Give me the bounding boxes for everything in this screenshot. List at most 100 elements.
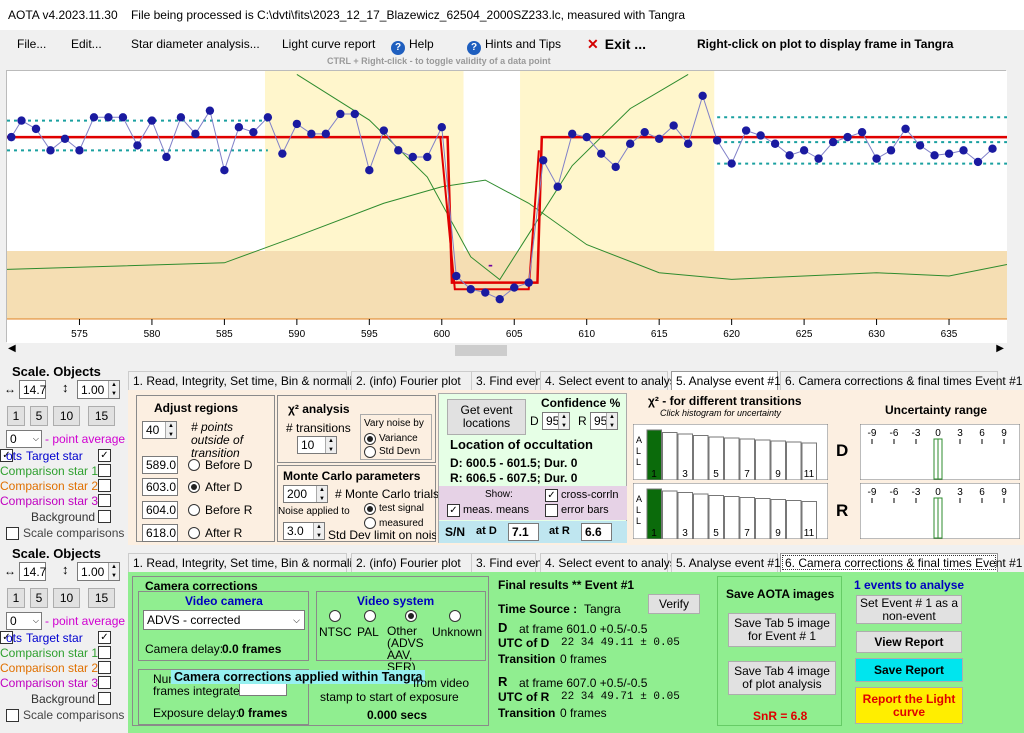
menu-star-diameter[interactable]: Star diameter analysis... [131,37,260,51]
scale-5-button-2[interactable]: 5 [30,588,48,608]
menu-exit[interactable]: ✕ Exit ... [587,36,646,53]
tab-fourier-2[interactable]: 2. (info) Fourier plot [351,553,484,572]
data-point-26 [379,126,389,135]
std-limit-input[interactable]: 3.0 ▲ ▼ [283,522,325,540]
window-title: AOTA v4.2023.11.30 File being processed … [8,8,686,22]
comp2-checkbox-2[interactable] [98,661,111,674]
region-input-before-d[interactable]: 589.0 [142,456,178,474]
set-non-event-button[interactable]: Set Event # 1 as a non-event [856,595,962,624]
meas-means-checkbox[interactable]: ✓ [447,504,460,517]
sn-r-value: 6.6 [581,523,612,541]
frames-integrated-input[interactable] [239,683,287,696]
data-point-44 [640,127,649,137]
ratio-input[interactable]: 1.00 ▲ ▼ [77,380,120,399]
background-checkbox-2[interactable] [98,692,111,705]
tab-camera-corrections[interactable]: 6. Camera corrections & final times Even… [780,371,1022,390]
radio-variance[interactable] [364,433,376,445]
comp1-checkbox[interactable] [98,464,111,477]
scale-1-button[interactable]: 1 [7,406,25,426]
comp1-checkbox-2[interactable] [98,646,111,659]
tab-select-event[interactable]: 4. Select event to analyse [540,371,682,390]
d-confidence-input[interactable]: 95 ▲ ▼ [542,412,570,430]
plot-canvas[interactable]: - 575 580 585 590 595 600 605 610 615 620 625 630 635 [6,71,1008,343]
menu-light-curve-report[interactable]: Light curve report [282,37,376,51]
radio-after-d[interactable] [188,481,200,493]
scale-comparisons-checkbox[interactable] [6,527,19,540]
region-input-after-d[interactable]: 603.0 [142,478,178,496]
background-checkbox[interactable] [98,510,111,523]
scale-15-button[interactable]: 15 [88,406,115,426]
menu-hints[interactable]: ? Hints and Tips [467,37,561,55]
radio-before-d[interactable] [188,459,200,471]
scale-10-button[interactable]: 10 [53,406,80,426]
menu-bar: File... Edit... Star diameter analysis..… [0,30,1024,70]
region-input-after-r[interactable]: 618.0 [142,524,178,542]
radio-other[interactable] [405,610,417,622]
scale-comparisons-checkbox-2[interactable] [6,709,19,722]
target-star-checkbox[interactable]: ✓ [98,449,111,462]
camera-select[interactable]: ADVS - corrected ⌵ [143,610,305,630]
scale-10-button-2[interactable]: 10 [53,588,80,608]
save-tab4-button[interactable]: Save Tab 4 image of plot analysis [728,661,836,695]
view-report-button[interactable]: View Report [856,631,962,653]
error-bars-checkbox[interactable] [545,504,558,517]
menu-help[interactable]: ? Help [391,37,434,55]
menu-edit[interactable]: Edit... [71,37,102,51]
mc-trials-input[interactable]: 200 ▲ ▼ [283,485,328,503]
scroll-thumb[interactable] [455,345,507,356]
unc-tick-5: 6 [979,487,985,498]
tab-analyse-event[interactable]: 5. Analyse event #1 [671,371,781,390]
tab-find-events[interactable]: 3. Find events [471,371,551,390]
ratio-input-2[interactable]: 1.00 ▲ ▼ [77,562,120,581]
point-average-select[interactable]: 0 ⌵ [6,430,42,448]
help-icon: ? [391,41,405,55]
scale-5-button[interactable]: 5 [30,406,48,426]
report-light-curve-button[interactable]: Report the Light curve [855,687,963,724]
comp2-checkbox[interactable] [98,479,111,492]
scroll-right-icon[interactable]: ▶ [996,343,1004,354]
point-average-select-2[interactable]: 0 ⌵ [6,612,42,630]
tab-select-event-2[interactable]: 4. Select event to analyse [540,553,682,572]
radio-unknown[interactable] [449,610,461,622]
target-star-lightcurve-checkbox-2[interactable]: ✓ [0,631,13,644]
tab-analyse-event-2[interactable]: 5. Analyse event #1 [671,553,781,572]
region-input-before-r[interactable]: 604.0 [142,501,178,519]
radio-ntsc[interactable] [329,610,341,622]
radio-test-signal[interactable] [364,503,376,515]
points-outside-input[interactable]: 40 ▲ ▼ [142,421,177,439]
scale-1-button-2[interactable]: 1 [7,588,25,608]
radio-measured[interactable] [364,517,376,529]
data-point-62 [901,124,910,134]
radio-pal[interactable] [364,610,376,622]
comp3-checkbox[interactable] [98,494,111,507]
tab-camera-corrections-2[interactable]: 6. Camera corrections & final times Even… [780,553,1022,572]
get-event-locations-button[interactable]: Get event locations [447,399,526,435]
verify-button[interactable]: Verify [648,594,700,614]
radio-after-r[interactable] [188,527,200,539]
scale-15-button-2[interactable]: 15 [88,588,115,608]
save-report-button[interactable]: Save Report [855,658,963,682]
tab-find-events-2[interactable]: 3. Find events [471,553,551,572]
scale-input[interactable]: 14.7 [19,380,46,399]
tab-read-2[interactable]: 1. Read, Integrity, Set time, Bin & norm… [128,553,365,572]
tab-fourier[interactable]: 2. (info) Fourier plot [351,371,484,390]
save-tab5-button[interactable]: Save Tab 5 image for Event # 1 [728,613,836,647]
transitions-input[interactable]: 10 ▲ ▼ [297,436,337,454]
light-curve-plot[interactable]: - 575 580 585 590 595 600 605 610 615 620 625 630 635 [6,70,1008,343]
target-star-lightcurve-checkbox[interactable]: ✓ [0,449,13,462]
menu-file[interactable]: File... [17,37,47,51]
scale-comparisons-label: Scale comparisons [23,526,125,540]
radio-before-r[interactable] [188,504,200,516]
cross-corrln-checkbox[interactable]: ✓ [545,489,558,502]
r-confidence-input[interactable]: 95 ▲ ▼ [590,412,618,430]
comp3-checkbox-2[interactable] [98,676,111,689]
data-point-27 [394,146,403,155]
radio-std-devn[interactable] [364,446,376,458]
scale-input-2[interactable]: 14.7 [19,562,46,581]
scroll-left-icon[interactable]: ◀ [8,343,16,354]
target-star-checkbox-2[interactable]: ✓ [98,631,111,644]
tab-read[interactable]: 1. Read, Integrity, Set time, Bin & norm… [128,371,365,390]
plot-scrollbar[interactable]: ◀ ▶ [6,343,1006,358]
